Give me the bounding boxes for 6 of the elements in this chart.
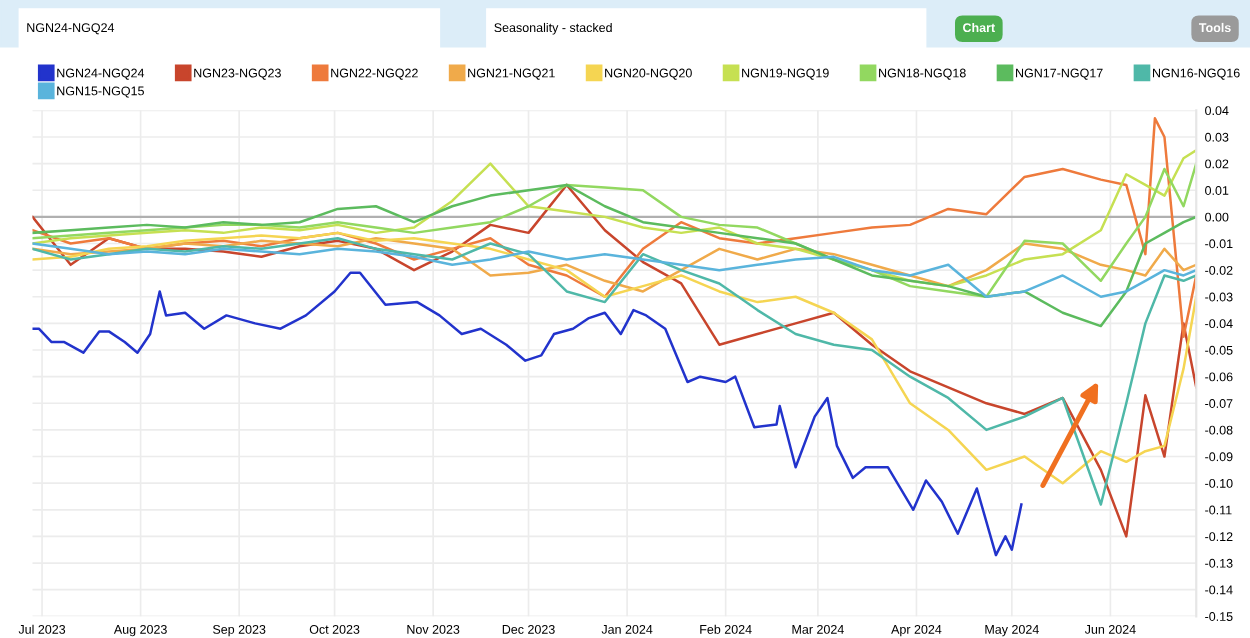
line-series: [32, 271, 1023, 557]
line-series: [32, 183, 1197, 328]
line-series: [32, 162, 1197, 299]
line-series: [32, 183, 1197, 538]
line-series: [32, 117, 1197, 338]
line-series: [32, 149, 1197, 288]
